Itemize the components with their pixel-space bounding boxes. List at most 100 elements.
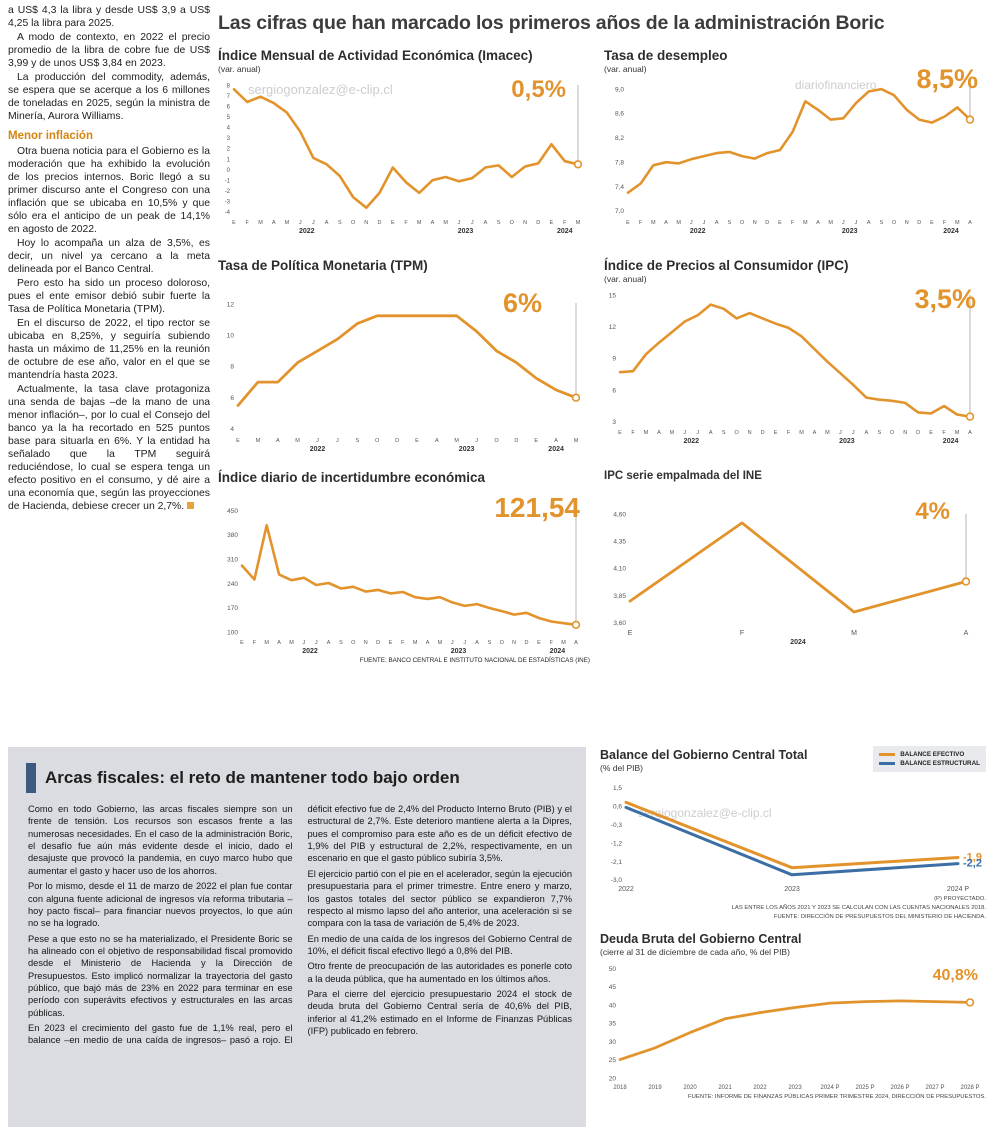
svg-text:8: 8 (230, 364, 234, 371)
svg-text:M: M (561, 640, 566, 646)
legend-label: BALANCE EFECTIVO (900, 751, 965, 758)
ipc-ine-line-chart: 4,60 4,35 4,10 3,85 3,60 E F M A 2024 (604, 506, 984, 646)
svg-text:7,0: 7,0 (615, 208, 624, 215)
svg-text:A: A (864, 430, 868, 436)
svg-text:A: A (574, 640, 578, 646)
svg-text:S: S (488, 640, 492, 646)
svg-text:M: M (651, 220, 656, 226)
svg-text:8: 8 (227, 83, 231, 89)
panel-paragraph: Por lo mismo, desde el 11 de marzo de 20… (28, 881, 293, 929)
svg-text:2024: 2024 (943, 438, 959, 445)
section-heading-menor-inflacion: Menor inflación (8, 130, 93, 142)
svg-text:20: 20 (609, 1075, 617, 1082)
left-article-column: a US$ 4,3 la libra y desde US$ 3,9 a US$… (8, 4, 210, 514)
svg-text:240: 240 (227, 581, 238, 588)
svg-text:2028 P: 2028 P (960, 1085, 979, 1091)
chart-title-desempleo: Tasa de desempleo (604, 48, 728, 63)
chart-subtitle-desempleo: (var. anual) (604, 64, 647, 74)
svg-text:A: A (867, 220, 871, 226)
svg-text:F: F (942, 430, 946, 436)
article-paragraph: Hoy lo acompaña un alza de 3,5%, es deci… (8, 238, 210, 275)
svg-text:O: O (510, 220, 515, 226)
svg-text:F: F (401, 640, 405, 646)
svg-text:2023: 2023 (784, 886, 800, 893)
svg-text:25: 25 (609, 1057, 617, 1064)
svg-text:-1,2: -1,2 (611, 840, 623, 847)
svg-text:J: J (839, 430, 842, 436)
svg-text:M: M (955, 220, 960, 226)
svg-text:50: 50 (609, 966, 617, 973)
chart-block-ipc: Índice de Precios al Consumidor (IPC) (v… (604, 258, 984, 445)
svg-text:40: 40 (609, 1003, 617, 1010)
svg-text:8,2: 8,2 (615, 135, 624, 142)
source-note-deuda: FUENTE: INFORME DE FINANZAS PÚBLICAS PRI… (688, 1094, 986, 1100)
balance-line-chart: 1,5 0,6 -0,3 -1,2 -2,1 -3,0 2022 2023 2024 P -1,9… (600, 781, 986, 893)
panel-paragraph: Pese a que esto no se ha materializado, … (28, 933, 293, 1018)
svg-text:M: M (670, 430, 675, 436)
chart-block-tpm: Tasa de Política Monetaria (TPM) 12 10 8 6 4… (218, 258, 590, 453)
svg-text:A: A (715, 220, 719, 226)
footnote: FUENTE: DIRECCIÓN DE PRESUPUESTOS DEL MI… (773, 914, 986, 921)
svg-text:0: 0 (227, 168, 231, 174)
svg-text:F: F (253, 640, 257, 646)
article-paragraph: Pero esto ha sido un proceso doloroso, p… (8, 278, 210, 315)
svg-text:M: M (443, 220, 448, 226)
svg-text:9: 9 (612, 356, 616, 363)
svg-text:35: 35 (609, 1021, 617, 1028)
svg-text:A: A (484, 220, 488, 226)
svg-text:S: S (497, 220, 501, 226)
panel-paragraph: Para el cierre del ejercicio presupuesta… (307, 989, 573, 1037)
svg-text:A: A (327, 640, 331, 646)
desempleo-line-chart: 9,0 8,6 8,2 7,8 7,4 7,0 E F M A M J J A S O N D E F M A M J J A S O… (604, 77, 984, 235)
chart-title-balance: Balance del Gobierno Central Total (600, 748, 808, 762)
svg-text:J: J (855, 220, 858, 226)
panel-paragraph: Otro frente de preocupación de las autor… (307, 961, 573, 984)
article-paragraph: Otra buena noticia para el Gobierno es l… (8, 146, 210, 235)
svg-text:M: M (258, 220, 263, 226)
svg-text:100: 100 (227, 630, 238, 637)
svg-text:2025 P: 2025 P (855, 1085, 874, 1091)
svg-text:6: 6 (612, 387, 616, 394)
svg-text:4,35: 4,35 (613, 539, 626, 546)
chart-title-imacec: Índice Mensual de Actividad Económica (I… (218, 48, 533, 63)
svg-text:A: A (475, 640, 479, 646)
svg-text:A: A (554, 438, 558, 444)
svg-text:2024 P: 2024 P (820, 1085, 839, 1091)
svg-text:2: 2 (227, 147, 231, 153)
svg-text:0,6: 0,6 (613, 804, 622, 811)
svg-text:E: E (415, 438, 419, 444)
svg-text:F: F (404, 220, 408, 226)
svg-text:M: M (828, 220, 833, 226)
svg-text:3: 3 (612, 419, 616, 426)
svg-text:E: E (618, 430, 622, 436)
legend-item-efectivo: BALANCE EFECTIVO (879, 751, 980, 758)
chart-block-desempleo: Tasa de desempleo (var. anual) 9,0 8,6 8,2… (604, 48, 984, 235)
svg-text:A: A (964, 630, 969, 637)
svg-text:J: J (336, 438, 339, 444)
svg-text:3: 3 (227, 136, 231, 142)
svg-text:-2,2: -2,2 (963, 858, 982, 870)
svg-text:-1: -1 (225, 178, 231, 184)
arcas-panel-title: Arcas fiscales: el reto de mantener todo… (45, 768, 460, 787)
chart-title-incertidumbre: Índice diario de incertidumbre económica (218, 470, 486, 485)
svg-text:E: E (628, 630, 633, 637)
svg-text:O: O (500, 640, 505, 646)
svg-text:J: J (703, 220, 706, 226)
chart-title-deuda: Deuda Bruta del Gobierno Central (600, 932, 802, 946)
svg-text:N: N (748, 430, 752, 436)
svg-text:A: A (325, 220, 329, 226)
svg-text:M: M (413, 640, 418, 646)
svg-text:M: M (851, 630, 857, 637)
svg-text:D: D (376, 640, 380, 646)
svg-text:D: D (395, 438, 399, 444)
svg-text:M: M (256, 438, 261, 444)
svg-text:7,4: 7,4 (615, 184, 624, 191)
svg-text:1: 1 (227, 157, 231, 163)
legend-label: BALANCE ESTRUCTURAL (900, 760, 980, 767)
svg-text:E: E (391, 220, 395, 226)
svg-text:J: J (303, 640, 306, 646)
svg-text:M: M (454, 438, 459, 444)
arcas-text-columns: Como en todo Gobierno, las arcas fiscale… (28, 803, 572, 1105)
svg-text:E: E (929, 430, 933, 436)
